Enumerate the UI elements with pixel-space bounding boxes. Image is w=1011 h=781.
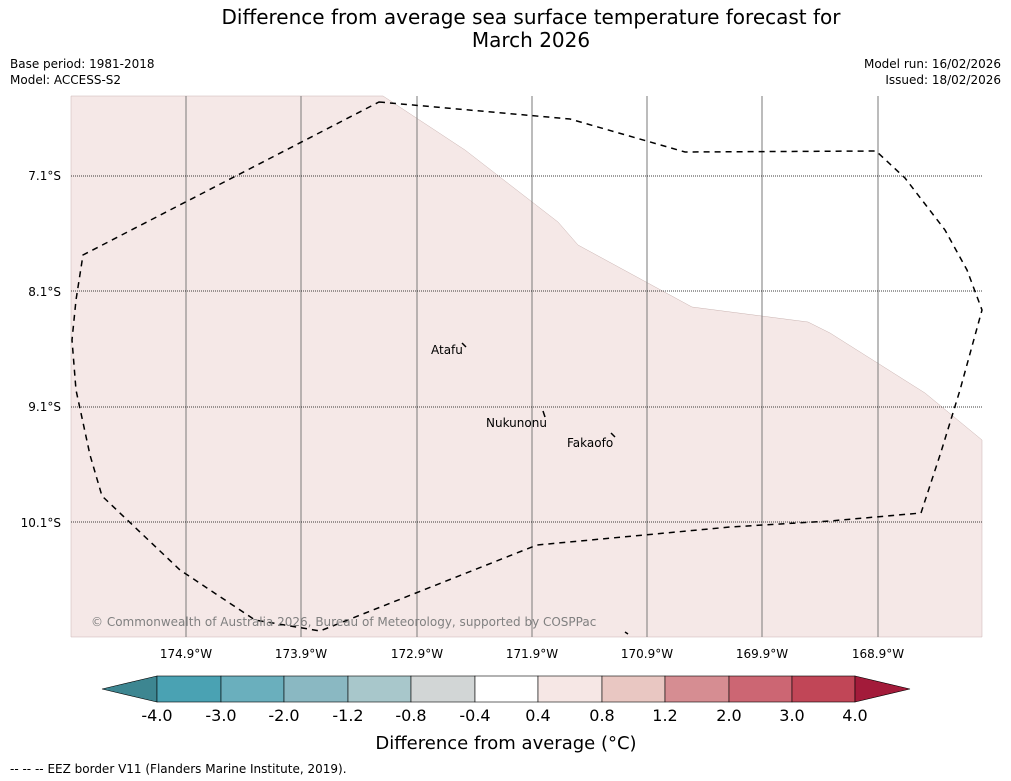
- colorbar-tick-12: 4.0: [842, 706, 867, 725]
- lat-label-8-1: 8.1°S: [28, 285, 61, 299]
- header-right: Model run: 16/02/2026 Issued: 18/02/2026: [864, 56, 1001, 88]
- colorbar-segment-1: [156, 675, 222, 703]
- colorbar-segment-9: [664, 675, 730, 703]
- model-name: Model: ACCESS-S2: [10, 73, 122, 87]
- colorbar-segment-2: [220, 675, 285, 703]
- place-label-fakaofo: Fakaofo: [567, 436, 613, 450]
- colorbar: -4.0 -3.0 -2.0 -1.2 -0.8 -0.4 0.4 0.8 1.…: [101, 675, 911, 754]
- issued-date: Issued: 18/02/2026: [885, 73, 1001, 87]
- colorbar-tick-7: 0.4: [525, 706, 550, 725]
- nukunonu-island-shape: [542, 410, 546, 418]
- lat-label-9-1: 9.1°S: [28, 400, 61, 414]
- eez-border: [71, 101, 983, 632]
- lon-label-170-9: 170.9°W: [621, 647, 673, 661]
- map-area: Atafu Nukunonu Fakaofo © Commonwealth of…: [70, 95, 983, 638]
- colorbar-tick-3: -2.0: [268, 706, 299, 725]
- eez-legend-text: EEZ border V11 (Flanders Marine Institut…: [47, 762, 347, 776]
- lon-label-173-9: 173.9°W: [275, 647, 327, 661]
- lon-label-174-9: 174.9°W: [160, 647, 212, 661]
- colorbar-upper-extension: [854, 675, 911, 703]
- small-island-shape: [624, 631, 629, 635]
- model-run: Model run: 16/02/2026: [863, 57, 1001, 71]
- base-period: Base period: 1981-2018: [10, 57, 155, 71]
- colorbar-tick-6: -0.4: [459, 706, 490, 725]
- atafu-island-shape: [461, 342, 467, 348]
- copyright-notice: © Commonwealth of Australia 2026, Bureau…: [91, 615, 596, 629]
- colorbar-segment-5: [410, 675, 476, 703]
- colorbar-lower-extension: [101, 675, 158, 703]
- anomaly-fill: [70, 95, 983, 638]
- lat-label-7-1: 7.1°S: [28, 169, 61, 183]
- colorbar-segment-8: [601, 675, 666, 703]
- colorbar-tick-1: -4.0: [141, 706, 172, 725]
- colorbar-segment-10: [728, 675, 793, 703]
- colorbar-segment-3: [283, 675, 349, 703]
- colorbar-tick-9: 1.2: [652, 706, 677, 725]
- eez-legend-symbol: -- -- --: [10, 762, 44, 776]
- title-line-1: Difference from average sea surface temp…: [221, 5, 841, 29]
- header-left: Base period: 1981-2018 Model: ACCESS-S2: [10, 56, 155, 88]
- place-label-nukunonu: Nukunonu: [486, 416, 547, 430]
- lon-label-172-9: 172.9°W: [391, 647, 443, 661]
- place-label-atafu: Atafu: [431, 343, 463, 357]
- lon-label-169-9: 169.9°W: [736, 647, 788, 661]
- lon-label-168-9: 168.9°W: [852, 647, 904, 661]
- colorbar-title: Difference from average (°C): [375, 733, 636, 754]
- colorbar-segment-6: [474, 675, 539, 703]
- map-legend: -- -- -- EEZ border V11 (Flanders Marine…: [10, 762, 347, 776]
- fakaofo-island-shape: [610, 432, 616, 438]
- colorbar-tick-4: -1.2: [332, 706, 363, 725]
- colorbar-tick-11: 3.0: [779, 706, 804, 725]
- colorbar-tick-10: 2.0: [716, 706, 741, 725]
- chart-title: Difference from average sea surface temp…: [0, 6, 1011, 52]
- colorbar-tick-2: -3.0: [205, 706, 236, 725]
- colorbar-tick-8: 0.8: [589, 706, 614, 725]
- colorbar-segment-4: [347, 675, 412, 703]
- lat-label-10-1: 10.1°S: [21, 516, 61, 530]
- lon-label-171-9: 171.9°W: [506, 647, 558, 661]
- colorbar-segment-7: [537, 675, 603, 703]
- colorbar-segment-11: [791, 675, 856, 703]
- title-line-2: March 2026: [471, 28, 591, 52]
- colorbar-tick-5: -0.8: [395, 706, 426, 725]
